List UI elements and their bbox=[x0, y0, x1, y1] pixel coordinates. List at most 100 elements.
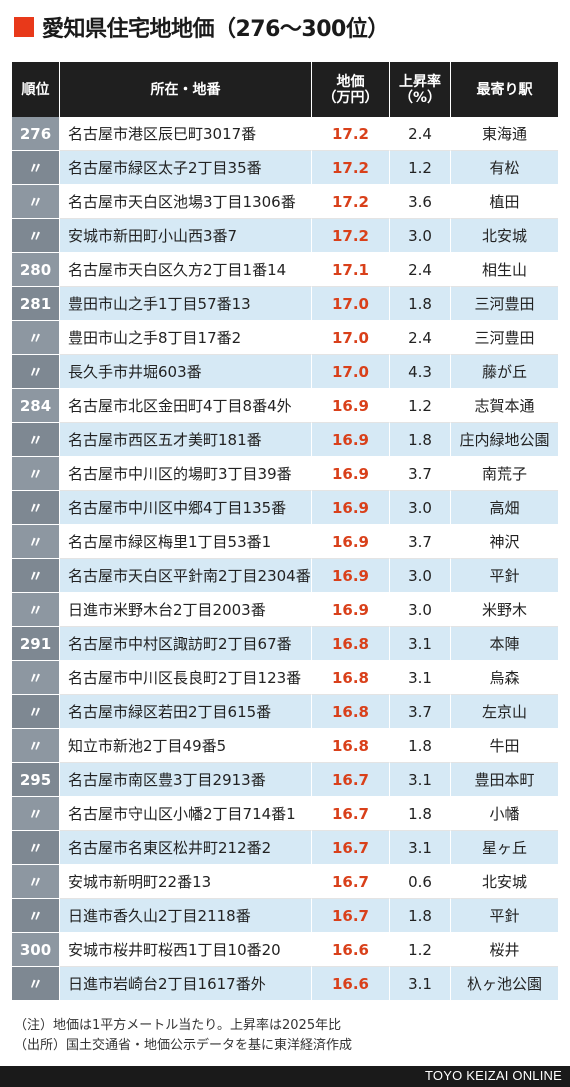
address-cell: 長久手市井堀603番 bbox=[60, 355, 312, 389]
station-cell: 南荒子 bbox=[451, 457, 558, 491]
rank-cell: 〃 bbox=[12, 525, 60, 559]
station-cell: 庄内緑地公園 bbox=[451, 423, 558, 457]
station-cell: 米野木 bbox=[451, 593, 558, 627]
rate-cell: 1.8 bbox=[390, 287, 451, 321]
title-accent-square bbox=[14, 17, 34, 37]
price-cell: 16.7 bbox=[312, 899, 390, 933]
table-row: 〃名古屋市守山区小幡2丁目714番1 16.7 1.8 小幡 bbox=[12, 797, 558, 831]
station-cell: 牛田 bbox=[451, 729, 558, 763]
station-cell: 平針 bbox=[451, 899, 558, 933]
header-rate: 上昇率 （%） bbox=[390, 62, 451, 117]
rank-cell: 〃 bbox=[12, 967, 60, 1001]
rank-cell: 284 bbox=[12, 389, 60, 423]
address-cell: 名古屋市港区辰巳町3017番 bbox=[60, 117, 312, 151]
address-cell: 名古屋市名東区松井町212番2 bbox=[60, 831, 312, 865]
source-text: （出所）国土交通省・地価公示データを基に東洋経済作成 bbox=[14, 1038, 353, 1053]
rank-cell: 〃 bbox=[12, 491, 60, 525]
table-row: 〃安城市新明町22番13 16.7 0.6 北安城 bbox=[12, 865, 558, 899]
price-cell: 17.0 bbox=[312, 321, 390, 355]
table-row: 〃名古屋市中川区長良町2丁目123番 16.8 3.1 烏森 bbox=[12, 661, 558, 695]
rank-cell: 295 bbox=[12, 763, 60, 797]
station-cell: 平針 bbox=[451, 559, 558, 593]
header-rank: 順位 bbox=[12, 62, 60, 117]
rate-cell: 3.7 bbox=[390, 525, 451, 559]
address-cell: 豊田市山之手1丁目57番13 bbox=[60, 287, 312, 321]
notes: （注）地価は1平方メートル当たり。上昇率は2025年比 （出所）国土交通省・地価… bbox=[14, 1016, 352, 1056]
address-cell: 名古屋市北区金田町4丁目8番4外 bbox=[60, 389, 312, 423]
rate-cell: 3.0 bbox=[390, 219, 451, 253]
address-cell: 安城市新明町22番13 bbox=[60, 865, 312, 899]
rank-cell: 291 bbox=[12, 627, 60, 661]
station-cell: 東海通 bbox=[451, 117, 558, 151]
price-cell: 16.9 bbox=[312, 457, 390, 491]
price-cell: 16.9 bbox=[312, 559, 390, 593]
footer-brand: TOYO KEIZAI ONLINE bbox=[424, 1068, 562, 1083]
rate-cell: 2.4 bbox=[390, 117, 451, 151]
table-row: 〃名古屋市名東区松井町212番2 16.7 3.1 星ヶ丘 bbox=[12, 831, 558, 865]
rank-cell: 〃 bbox=[12, 729, 60, 763]
station-cell: 烏森 bbox=[451, 661, 558, 695]
price-cell: 17.0 bbox=[312, 355, 390, 389]
rate-cell: 2.4 bbox=[390, 253, 451, 287]
rate-cell: 1.8 bbox=[390, 423, 451, 457]
price-cell: 16.6 bbox=[312, 933, 390, 967]
address-cell: 日進市米野木台2丁目2003番 bbox=[60, 593, 312, 627]
rate-cell: 3.1 bbox=[390, 627, 451, 661]
price-cell: 16.9 bbox=[312, 525, 390, 559]
price-cell: 16.7 bbox=[312, 797, 390, 831]
station-cell: 有松 bbox=[451, 151, 558, 185]
rate-cell: 1.2 bbox=[390, 389, 451, 423]
rank-cell: 〃 bbox=[12, 457, 60, 491]
address-cell: 名古屋市中川区長良町2丁目123番 bbox=[60, 661, 312, 695]
station-cell: 神沢 bbox=[451, 525, 558, 559]
address-cell: 知立市新池2丁目49番5 bbox=[60, 729, 312, 763]
rank-cell: 〃 bbox=[12, 321, 60, 355]
station-cell: 三河豊田 bbox=[451, 321, 558, 355]
station-cell: 植田 bbox=[451, 185, 558, 219]
price-cell: 16.9 bbox=[312, 389, 390, 423]
address-cell: 名古屋市緑区梅里1丁目53番1 bbox=[60, 525, 312, 559]
rank-cell: 276 bbox=[12, 117, 60, 151]
rate-cell: 3.1 bbox=[390, 661, 451, 695]
rate-cell: 3.0 bbox=[390, 491, 451, 525]
table-row: 〃豊田市山之手8丁目17番2 17.0 2.4 三河豊田 bbox=[12, 321, 558, 355]
rate-cell: 3.0 bbox=[390, 559, 451, 593]
rank-cell: 280 bbox=[12, 253, 60, 287]
ranking-table: 順位 所在・地番 地価 （万円） 上昇率 （%） 最寄り駅 276 名古屋市港区辰… bbox=[12, 62, 558, 1001]
address-cell: 名古屋市緑区太子2丁目35番 bbox=[60, 151, 312, 185]
table-header-row: 順位 所在・地番 地価 （万円） 上昇率 （%） 最寄り駅 bbox=[12, 62, 558, 117]
table-row: 276 名古屋市港区辰巳町3017番 17.2 2.4 東海通 bbox=[12, 117, 558, 151]
rank-cell: 300 bbox=[12, 933, 60, 967]
station-cell: 藤が丘 bbox=[451, 355, 558, 389]
rate-cell: 1.8 bbox=[390, 797, 451, 831]
table-row: 284 名古屋市北区金田町4丁目8番4外 16.9 1.2 志賀本通 bbox=[12, 389, 558, 423]
rank-cell: 〃 bbox=[12, 865, 60, 899]
station-cell: 志賀本通 bbox=[451, 389, 558, 423]
price-cell: 16.9 bbox=[312, 491, 390, 525]
station-cell: 桜井 bbox=[451, 933, 558, 967]
header-price: 地価 （万円） bbox=[312, 62, 390, 117]
rate-cell: 3.7 bbox=[390, 457, 451, 491]
price-cell: 17.2 bbox=[312, 219, 390, 253]
table-row: 〃名古屋市天白区平針南2丁目2304番 16.9 3.0 平針 bbox=[12, 559, 558, 593]
station-cell: 星ヶ丘 bbox=[451, 831, 558, 865]
title-bar: 愛知県住宅地地価（276〜300位） bbox=[14, 10, 389, 44]
price-cell: 17.1 bbox=[312, 253, 390, 287]
table-row: 291 名古屋市中村区諏訪町2丁目67番 16.8 3.1 本陣 bbox=[12, 627, 558, 661]
table-row: 281 豊田市山之手1丁目57番13 17.0 1.8 三河豊田 bbox=[12, 287, 558, 321]
header-rate-line1: 上昇率 bbox=[399, 73, 441, 90]
station-cell: 高畑 bbox=[451, 491, 558, 525]
rate-cell: 2.4 bbox=[390, 321, 451, 355]
price-cell: 17.0 bbox=[312, 287, 390, 321]
rank-cell: 〃 bbox=[12, 797, 60, 831]
table-row: 〃名古屋市天白区池場3丁目1306番 17.2 3.6 植田 bbox=[12, 185, 558, 219]
header-rate-line2: （%） bbox=[398, 89, 442, 106]
rank-cell: 〃 bbox=[12, 899, 60, 933]
rank-cell: 281 bbox=[12, 287, 60, 321]
note-text: （注）地価は1平方メートル当たり。上昇率は2025年比 bbox=[14, 1018, 342, 1033]
rank-cell: 〃 bbox=[12, 423, 60, 457]
address-cell: 豊田市山之手8丁目17番2 bbox=[60, 321, 312, 355]
rate-cell: 3.1 bbox=[390, 831, 451, 865]
footer-bar: TOYO KEIZAI ONLINE bbox=[0, 1066, 570, 1087]
table-row: 〃安城市新田町小山西3番7 17.2 3.0 北安城 bbox=[12, 219, 558, 253]
